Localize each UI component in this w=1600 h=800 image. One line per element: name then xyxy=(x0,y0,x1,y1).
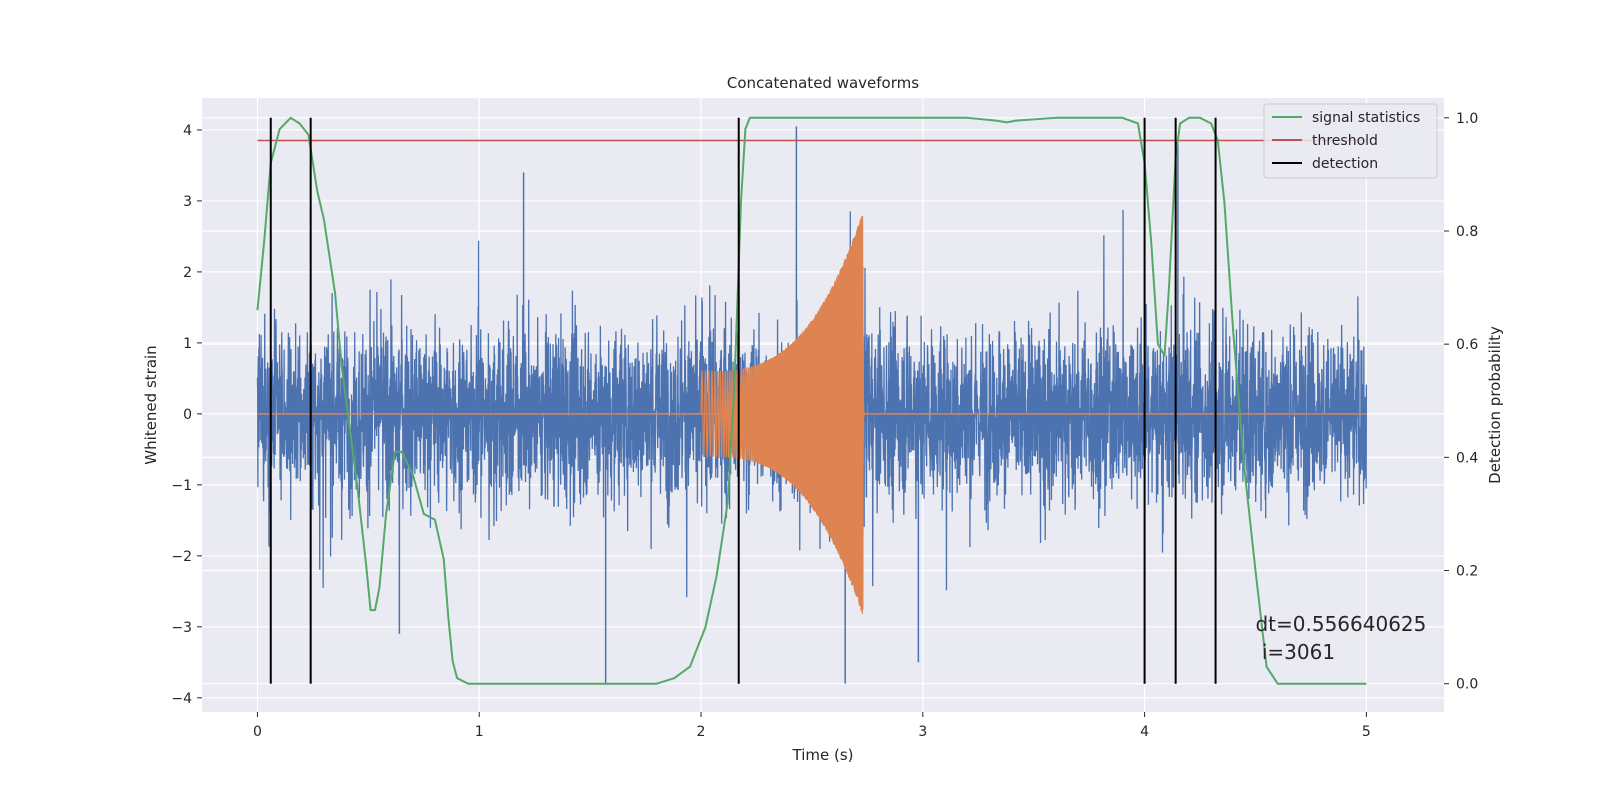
x-tick-label: 1 xyxy=(475,724,484,740)
detection-series xyxy=(269,117,1217,684)
legend-label-threshold: threshold xyxy=(1312,133,1378,149)
x-tick-label: 3 xyxy=(918,724,927,740)
y-tick-label: −3 xyxy=(171,620,192,636)
y2-tick-label: 0.4 xyxy=(1456,450,1478,466)
y-tick-label: −4 xyxy=(171,691,192,707)
x-tick-label: 5 xyxy=(1362,724,1371,740)
y-tick-label: 2 xyxy=(183,265,192,281)
y-tick-label: 1 xyxy=(183,336,192,352)
axes: 0 1 2 3 4 5 −4 −3 −2 −1 0 1 2 3 4 0.0 0.2 0.4 0.6 0.8 1.0 xyxy=(171,111,1478,740)
y2-axis-label: Detection probability xyxy=(1486,326,1504,484)
x-tick-label: 0 xyxy=(253,724,262,740)
legend-label-signal: signal statistics xyxy=(1312,110,1420,126)
y-tick-label: 3 xyxy=(183,194,192,210)
y2-tick-label: 0.0 xyxy=(1456,677,1478,693)
legend: signal statistics threshold detection xyxy=(1263,103,1438,179)
y-tick-label: 0 xyxy=(183,407,192,423)
annotation-dt: dt=0.556640625 xyxy=(1255,612,1426,636)
annotation-i: i=3061 xyxy=(1255,640,1335,664)
signal-statistics-series xyxy=(256,116,1367,685)
chart-title: Concatenated waveforms xyxy=(727,74,919,92)
y-axis-label: Whitened strain xyxy=(142,345,160,464)
y2-tick-label: 1.0 xyxy=(1456,111,1478,127)
y-tick-label: −1 xyxy=(171,478,192,494)
injection-trace xyxy=(700,215,866,615)
legend-box xyxy=(1263,103,1438,179)
signal-statistics-line xyxy=(256,116,1367,685)
legend-label-detection: detection xyxy=(1312,156,1378,172)
y-tick-label: 4 xyxy=(183,123,192,139)
injection-series xyxy=(257,215,1367,615)
x-tick-label: 4 xyxy=(1140,724,1149,740)
y2-tick-label: 0.6 xyxy=(1456,337,1478,353)
y2-tick-label: 0.8 xyxy=(1456,224,1478,240)
y2-tick-label: 0.2 xyxy=(1456,564,1478,580)
x-axis-label: Time (s) xyxy=(792,746,854,764)
y-tick-label: −2 xyxy=(171,549,192,565)
x-tick-label: 2 xyxy=(697,724,706,740)
